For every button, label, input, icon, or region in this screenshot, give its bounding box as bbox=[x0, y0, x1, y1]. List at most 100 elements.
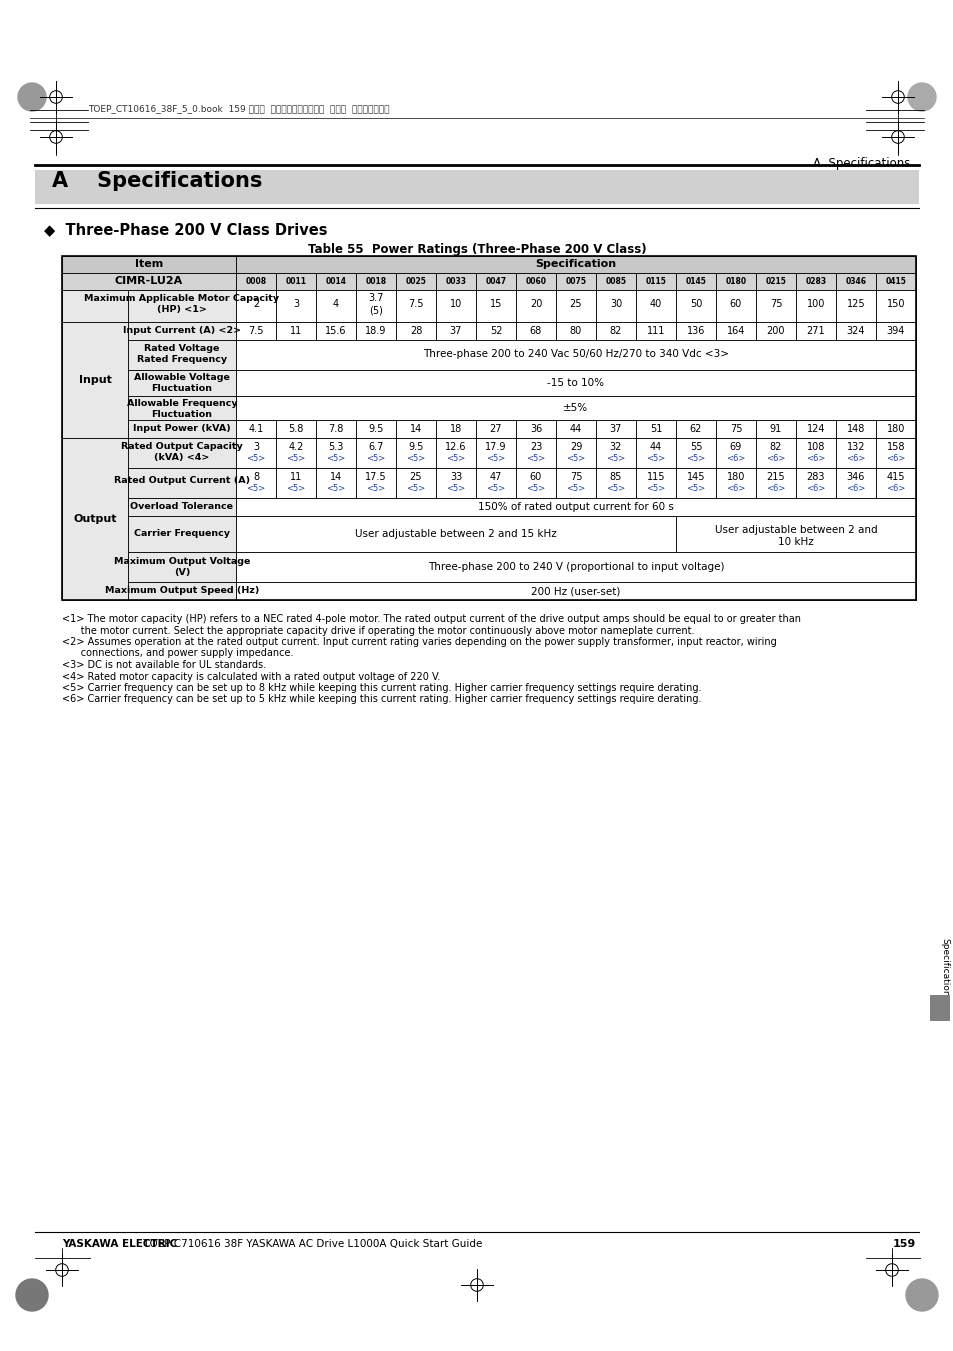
Text: <6>: <6> bbox=[845, 484, 864, 493]
Bar bbox=[835, 273, 875, 290]
Bar bbox=[315, 290, 355, 322]
Bar bbox=[755, 273, 795, 290]
Bar bbox=[676, 290, 716, 322]
Text: 283: 283 bbox=[806, 471, 824, 482]
Text: 180: 180 bbox=[726, 471, 744, 482]
Text: 180: 180 bbox=[886, 424, 904, 434]
Text: <5>: <5> bbox=[486, 484, 505, 493]
Text: 100: 100 bbox=[806, 299, 824, 309]
Text: <5>: <5> bbox=[685, 484, 705, 493]
Text: <6>: <6> bbox=[885, 484, 904, 493]
Text: User adjustable between 2 and
10 kHz: User adjustable between 2 and 10 kHz bbox=[714, 526, 877, 547]
Bar bbox=[516, 273, 556, 290]
Text: Allowable Voltage
Fluctuation: Allowable Voltage Fluctuation bbox=[134, 373, 230, 393]
Bar bbox=[235, 396, 915, 420]
Bar bbox=[636, 290, 676, 322]
Text: 17.9: 17.9 bbox=[485, 442, 506, 453]
Bar bbox=[716, 420, 755, 438]
Bar bbox=[62, 438, 128, 600]
Text: 3: 3 bbox=[253, 442, 259, 453]
Bar bbox=[636, 273, 676, 290]
Bar bbox=[716, 438, 755, 467]
Text: YASKAWA ELECTRIC: YASKAWA ELECTRIC bbox=[62, 1239, 177, 1250]
Text: 33: 33 bbox=[450, 471, 461, 482]
Text: 115: 115 bbox=[646, 471, 664, 482]
Text: <5>: <5> bbox=[366, 454, 385, 463]
Text: 271: 271 bbox=[806, 326, 824, 336]
Text: 124: 124 bbox=[806, 424, 824, 434]
Bar bbox=[355, 420, 395, 438]
Bar bbox=[476, 420, 516, 438]
Text: 394: 394 bbox=[886, 326, 904, 336]
Text: 0075: 0075 bbox=[565, 277, 586, 286]
Bar bbox=[476, 290, 516, 322]
Text: 10: 10 bbox=[450, 299, 461, 309]
Bar bbox=[875, 420, 915, 438]
Text: 346: 346 bbox=[846, 471, 864, 482]
Text: <5>: <5> bbox=[646, 484, 665, 493]
Text: TOEP_CT10616_38F_5_0.book  159 ページ  ２０１３年１２月４日  水曜日  午前９時５６分: TOEP_CT10616_38F_5_0.book 159 ページ ２０１３年１… bbox=[88, 104, 389, 113]
Bar bbox=[235, 255, 915, 273]
Bar bbox=[235, 340, 915, 370]
Text: 55: 55 bbox=[689, 442, 701, 453]
Text: 15: 15 bbox=[489, 299, 501, 309]
Bar bbox=[875, 273, 915, 290]
Text: <5> Carrier frequency can be set up to 8 kHz while keeping this current rating. : <5> Carrier frequency can be set up to 8… bbox=[62, 684, 700, 693]
Text: 50: 50 bbox=[689, 299, 701, 309]
Bar bbox=[596, 420, 636, 438]
Bar bbox=[755, 290, 795, 322]
Text: 82: 82 bbox=[609, 326, 621, 336]
Text: <5>: <5> bbox=[446, 454, 465, 463]
Text: A    Specifications: A Specifications bbox=[52, 172, 262, 190]
Text: 0025: 0025 bbox=[405, 277, 426, 286]
Text: 32: 32 bbox=[609, 442, 621, 453]
Bar bbox=[596, 438, 636, 467]
Bar bbox=[636, 322, 676, 340]
Text: CIMR-LU2A: CIMR-LU2A bbox=[114, 276, 183, 286]
Text: 0011: 0011 bbox=[285, 277, 306, 286]
Text: <6>: <6> bbox=[885, 454, 904, 463]
Text: Allowable Frequency
Fluctuation: Allowable Frequency Fluctuation bbox=[127, 399, 237, 419]
Text: 23: 23 bbox=[529, 442, 541, 453]
Bar bbox=[128, 290, 235, 322]
Bar bbox=[716, 322, 755, 340]
Text: 47: 47 bbox=[489, 471, 501, 482]
Text: <5>: <5> bbox=[326, 484, 345, 493]
Text: 91: 91 bbox=[769, 424, 781, 434]
Text: <6>: <6> bbox=[805, 484, 825, 493]
Text: 11: 11 bbox=[290, 471, 302, 482]
Bar bbox=[35, 170, 918, 204]
Text: 9.5: 9.5 bbox=[368, 424, 383, 434]
Text: 164: 164 bbox=[726, 326, 744, 336]
Text: 200: 200 bbox=[766, 326, 784, 336]
Bar bbox=[556, 322, 596, 340]
Bar bbox=[315, 420, 355, 438]
Bar bbox=[128, 322, 235, 340]
Bar bbox=[516, 438, 556, 467]
Bar bbox=[556, 438, 596, 467]
Text: 4: 4 bbox=[333, 299, 338, 309]
Text: Specification: Specification bbox=[535, 259, 616, 269]
Bar bbox=[676, 438, 716, 467]
Text: 40: 40 bbox=[649, 299, 661, 309]
Bar bbox=[128, 396, 235, 420]
Bar bbox=[676, 467, 716, 499]
Text: 4.2: 4.2 bbox=[288, 442, 303, 453]
Text: 132: 132 bbox=[846, 442, 864, 453]
Bar bbox=[62, 273, 235, 290]
Bar bbox=[128, 467, 235, 499]
Bar bbox=[516, 467, 556, 499]
Text: Overload Tolerance: Overload Tolerance bbox=[131, 503, 233, 511]
Text: Three-phase 200 to 240 Vac 50/60 Hz/270 to 340 Vdc <3>: Three-phase 200 to 240 Vac 50/60 Hz/270 … bbox=[422, 349, 728, 359]
Text: 5.3: 5.3 bbox=[328, 442, 343, 453]
Text: -15 to 10%: -15 to 10% bbox=[547, 378, 604, 388]
Text: Maximum Output Voltage
(V): Maximum Output Voltage (V) bbox=[113, 557, 250, 577]
Text: 415: 415 bbox=[886, 471, 904, 482]
Bar bbox=[929, 994, 949, 1021]
Bar bbox=[716, 290, 755, 322]
Bar bbox=[476, 467, 516, 499]
Text: 37: 37 bbox=[450, 326, 461, 336]
Text: connections, and power supply impedance.: connections, and power supply impedance. bbox=[62, 648, 294, 658]
Bar bbox=[835, 467, 875, 499]
Text: Specifications: Specifications bbox=[940, 939, 948, 1001]
